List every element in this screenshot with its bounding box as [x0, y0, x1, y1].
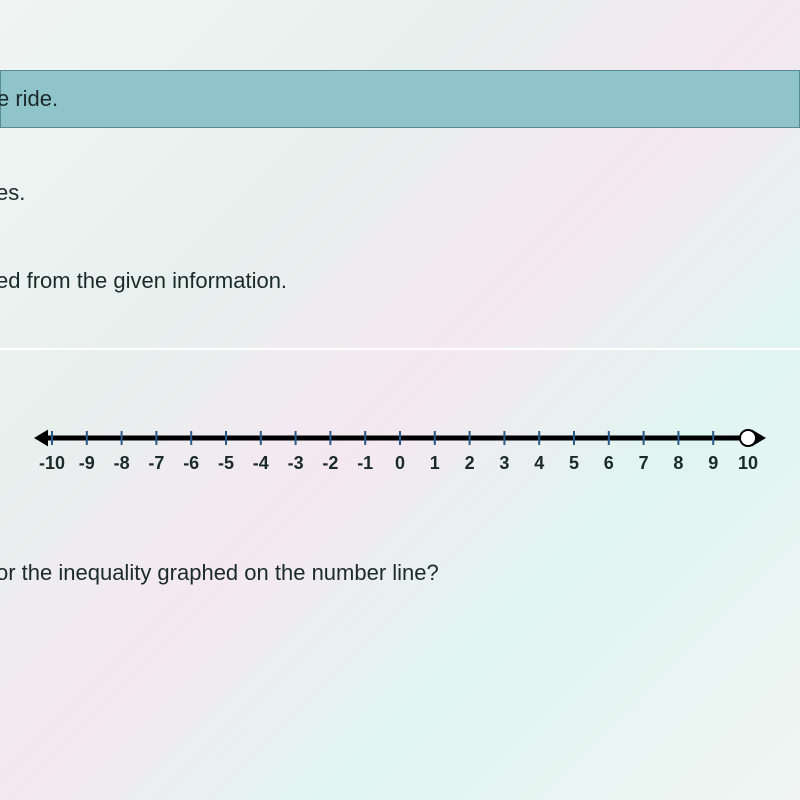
section-divider	[0, 348, 800, 350]
svg-text:-2: -2	[322, 453, 338, 473]
svg-text:-6: -6	[183, 453, 199, 473]
answer-banner: e ride.	[0, 70, 800, 128]
svg-text:5: 5	[569, 453, 579, 473]
text-fragment-2: ed from the given information.	[0, 268, 287, 294]
svg-text:3: 3	[499, 453, 509, 473]
svg-text:-3: -3	[288, 453, 304, 473]
svg-text:-9: -9	[79, 453, 95, 473]
number-line: -10-9-8-7-6-5-4-3-2-1012345678910	[30, 410, 770, 490]
svg-text:8: 8	[673, 453, 683, 473]
question-text: or the inequality graphed on the number …	[0, 560, 439, 586]
svg-text:-10: -10	[39, 453, 65, 473]
svg-text:10: 10	[738, 453, 758, 473]
svg-text:-8: -8	[114, 453, 130, 473]
svg-text:-1: -1	[357, 453, 373, 473]
svg-text:-4: -4	[253, 453, 269, 473]
svg-text:6: 6	[604, 453, 614, 473]
text-fragment-1: es.	[0, 180, 25, 206]
svg-text:1: 1	[430, 453, 440, 473]
svg-text:9: 9	[708, 453, 718, 473]
svg-text:2: 2	[465, 453, 475, 473]
svg-text:0: 0	[395, 453, 405, 473]
svg-text:-7: -7	[148, 453, 164, 473]
svg-text:-5: -5	[218, 453, 234, 473]
svg-text:7: 7	[639, 453, 649, 473]
svg-text:4: 4	[534, 453, 544, 473]
number-line-svg: -10-9-8-7-6-5-4-3-2-1012345678910	[30, 410, 770, 490]
banner-text: e ride.	[0, 86, 58, 112]
banner-row: e ride.	[1, 86, 799, 112]
